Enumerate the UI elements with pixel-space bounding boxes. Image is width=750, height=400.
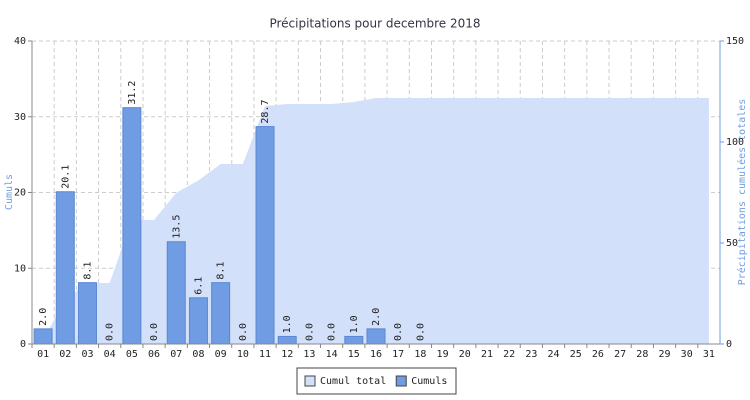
x-tick-label: 08	[192, 349, 204, 360]
data-label: 0.0	[149, 323, 160, 341]
y2-tick-label: 0	[726, 339, 732, 350]
x-tick-label: 04	[104, 349, 116, 360]
x-tick-label: 05	[126, 349, 138, 360]
legend-box	[296, 367, 457, 395]
x-tick-label: 29	[658, 349, 670, 360]
bar	[77, 282, 97, 345]
x-tick-label: 07	[170, 349, 182, 360]
y2-axis-label: Précipitations cumulées totales	[736, 99, 748, 286]
legend-swatch	[304, 375, 316, 387]
y2-tick-label: 150	[726, 36, 744, 47]
data-label: 2.0	[371, 308, 382, 326]
x-tick-label: 09	[215, 349, 227, 360]
y-tick-label: 30	[14, 112, 26, 123]
bar	[33, 328, 53, 345]
x-tick-label: 12	[281, 349, 293, 360]
data-label: 13.5	[171, 215, 182, 239]
x-tick-label: 18	[414, 349, 426, 360]
bar	[122, 107, 142, 345]
cumulative-area	[43, 97, 709, 345]
data-label: 8.1	[82, 262, 93, 280]
x-tick-label: 24	[548, 349, 560, 360]
data-label: 0.0	[393, 323, 404, 341]
x-tick-label: 30	[681, 349, 693, 360]
y-tick-label: 0	[20, 339, 26, 350]
data-label: 0.0	[327, 323, 338, 341]
data-label: 2.0	[38, 308, 49, 326]
bar	[277, 335, 297, 345]
data-label: 20.1	[60, 165, 71, 189]
bar	[188, 297, 208, 345]
x-tick-label: 25	[570, 349, 582, 360]
x-tick-label: 20	[459, 349, 471, 360]
data-label: 6.1	[193, 277, 204, 295]
y-tick-label: 20	[14, 188, 26, 199]
y2-tick-label: 100	[726, 137, 744, 148]
x-tick-label: 02	[59, 349, 71, 360]
x-tick-label: 27	[614, 349, 626, 360]
bar	[344, 335, 364, 345]
y-axis-label: Cumuls	[4, 174, 15, 210]
data-label: 1.0	[282, 315, 293, 333]
y-tick-label: 10	[14, 263, 26, 274]
x-tick-label: 19	[437, 349, 449, 360]
y-tick-label: 40	[14, 36, 26, 47]
data-label: 0.0	[415, 323, 426, 341]
y2-tick-label: 50	[726, 238, 738, 249]
bar	[366, 328, 386, 345]
data-label: 8.1	[216, 262, 227, 280]
data-label: 1.0	[349, 315, 360, 333]
x-tick-label: 26	[592, 349, 604, 360]
x-tick-label: 22	[503, 349, 515, 360]
data-label: 0.0	[238, 323, 249, 341]
x-tick-label: 17	[392, 349, 404, 360]
x-tick-label: 11	[259, 349, 271, 360]
x-tick-label: 16	[370, 349, 382, 360]
chart-title: Précipitations pour decembre 2018	[269, 17, 480, 31]
x-tick-label: 15	[348, 349, 360, 360]
x-tick-label: 03	[81, 349, 93, 360]
x-tick-label: 01	[37, 349, 49, 360]
legend-label: Cumul total	[320, 376, 386, 387]
bar	[255, 126, 275, 345]
x-tick-label: 10	[237, 349, 249, 360]
x-tick-label: 28	[636, 349, 648, 360]
data-label: 31.2	[127, 81, 138, 105]
x-tick-label: 14	[326, 349, 338, 360]
bar	[211, 282, 231, 345]
bar	[55, 191, 75, 345]
data-label: 28.7	[260, 100, 271, 124]
legend-swatch	[395, 375, 407, 387]
x-tick-label: 06	[148, 349, 160, 360]
legend-label: Cumuls	[411, 376, 447, 387]
x-tick-label: 21	[481, 349, 493, 360]
bar	[166, 241, 186, 345]
x-tick-label: 13	[303, 349, 315, 360]
data-label: 0.0	[105, 323, 116, 341]
x-tick-label: 23	[525, 349, 537, 360]
data-label: 0.0	[304, 323, 315, 341]
x-tick-label: 31	[703, 349, 715, 360]
